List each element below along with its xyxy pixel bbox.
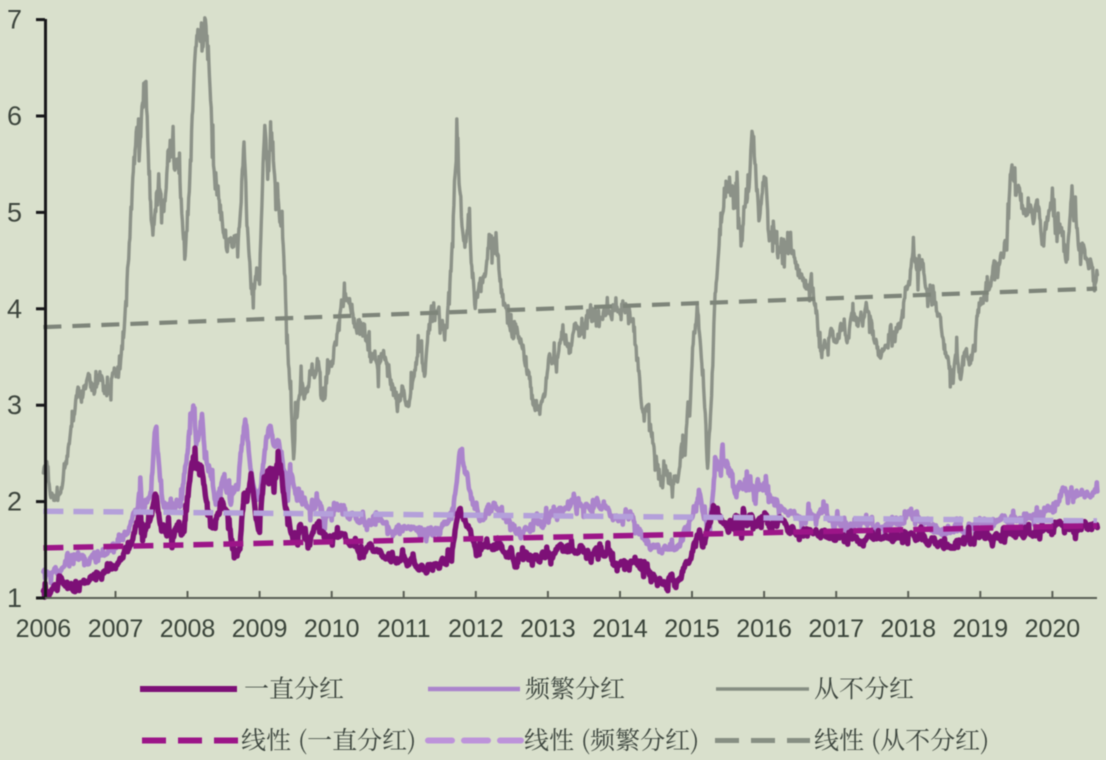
svg-text:4: 4 — [7, 294, 22, 324]
svg-text:2020: 2020 — [1025, 615, 1081, 643]
svg-text:2012: 2012 — [448, 615, 504, 643]
svg-text:2015: 2015 — [664, 615, 720, 643]
svg-text:2009: 2009 — [232, 615, 288, 643]
svg-text:2019: 2019 — [952, 615, 1008, 643]
svg-text:2011: 2011 — [377, 615, 431, 643]
svg-text:1: 1 — [7, 583, 22, 613]
svg-text:2017: 2017 — [808, 615, 864, 643]
svg-text:6: 6 — [7, 101, 22, 131]
svg-text:5: 5 — [7, 197, 22, 227]
svg-text:2010: 2010 — [304, 615, 360, 643]
svg-text:2: 2 — [7, 487, 22, 517]
svg-text:2018: 2018 — [880, 615, 936, 643]
svg-text:2006: 2006 — [16, 615, 72, 643]
svg-text:3: 3 — [7, 390, 22, 420]
svg-text:2013: 2013 — [520, 615, 576, 643]
svg-text:2016: 2016 — [736, 615, 792, 643]
svg-text:2008: 2008 — [160, 615, 216, 643]
svg-text:7: 7 — [7, 5, 22, 35]
svg-text:2007: 2007 — [88, 615, 144, 643]
svg-text:2014: 2014 — [592, 615, 648, 643]
